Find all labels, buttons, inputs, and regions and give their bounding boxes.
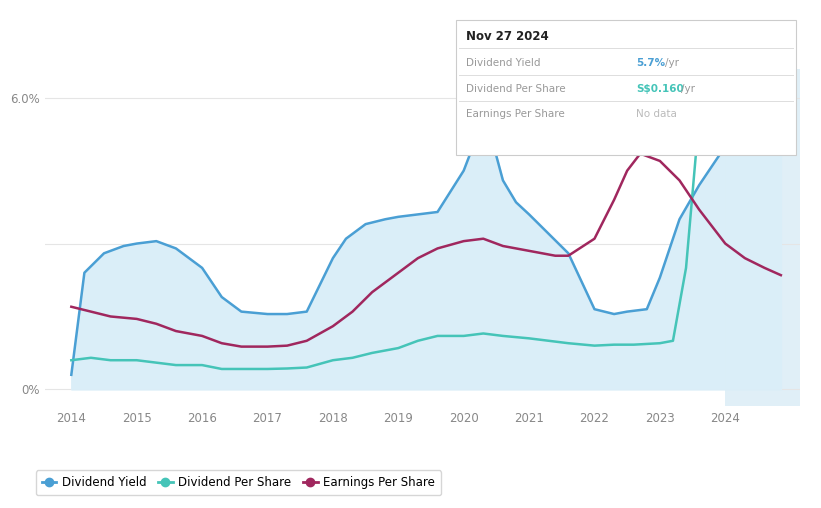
Text: Past: Past [728, 107, 752, 117]
Text: No data: No data [636, 109, 677, 119]
Text: /yr: /yr [681, 84, 695, 94]
Text: S$0.160: S$0.160 [636, 84, 684, 94]
Legend: Dividend Yield, Dividend Per Share, Earnings Per Share: Dividend Yield, Dividend Per Share, Earn… [36, 470, 441, 495]
Text: Earnings Per Share: Earnings Per Share [466, 109, 564, 119]
Text: Dividend Per Share: Dividend Per Share [466, 84, 565, 94]
Bar [725, 69, 800, 406]
Text: Dividend Yield: Dividend Yield [466, 58, 540, 69]
Text: 5.7%: 5.7% [636, 58, 665, 69]
Text: Nov 27 2024: Nov 27 2024 [466, 30, 548, 43]
Text: /yr: /yr [665, 58, 679, 69]
